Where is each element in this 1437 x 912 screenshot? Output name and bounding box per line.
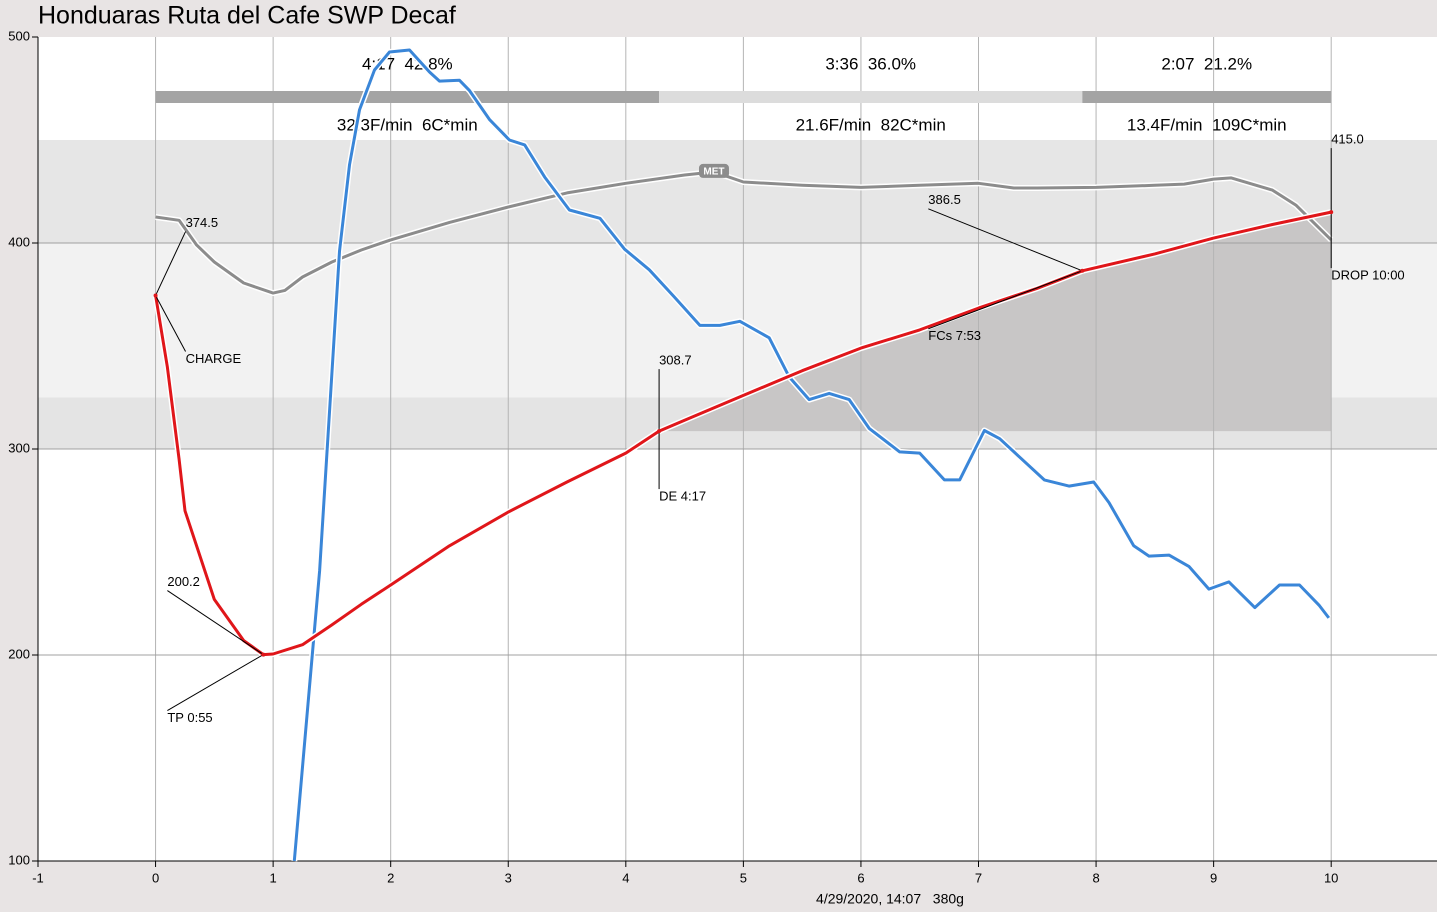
y-band — [38, 140, 1437, 243]
event-leader — [155, 295, 187, 352]
event-leader — [928, 208, 1083, 272]
event-point — [153, 293, 158, 298]
event-label: DE 4:17 — [659, 489, 706, 504]
event-point — [1080, 268, 1085, 273]
event-point — [657, 429, 662, 434]
met-marker — [698, 163, 729, 178]
x-tick-label: 5 — [740, 870, 747, 885]
phase-bar — [1082, 91, 1332, 103]
x-tick-label: 7 — [975, 870, 982, 885]
event-value: 374.5 — [186, 215, 219, 230]
event-value: 415.0 — [1331, 132, 1364, 147]
event-leader — [155, 231, 187, 296]
event-value: 308.7 — [659, 353, 692, 368]
footer: 4/29/2020, 14:07 380g — [816, 891, 964, 907]
y-tick-label: 400 — [8, 234, 30, 249]
series-line — [292, 48, 1330, 862]
event-label: TP 0:55 — [167, 710, 212, 725]
x-tick-label: 9 — [1210, 870, 1217, 885]
chart-title: Honduaras Ruta del Cafe SWP Decaf — [38, 2, 456, 30]
x-tick-label: 4 — [622, 870, 629, 885]
phase-stats: 32.3F/min 6C*min — [337, 115, 478, 134]
event-point — [261, 652, 266, 657]
event-value: 386.5 — [928, 192, 961, 207]
phase-label: 3:36 36.0% — [825, 54, 916, 73]
phase-stats: 21.6F/min 82C*min — [796, 115, 946, 134]
y-tick-label: 500 — [8, 28, 30, 43]
event-leader — [167, 654, 264, 712]
event-label: CHARGE — [186, 351, 242, 366]
event-point — [1329, 210, 1334, 215]
phase-bar — [155, 91, 660, 103]
y-tick-label: 100 — [8, 852, 30, 867]
event-value: 200.2 — [167, 574, 200, 589]
event-leader — [928, 270, 1083, 330]
event-label: FCs 7:53 — [928, 328, 981, 343]
y-tick-label: 300 — [8, 440, 30, 455]
x-tick-label: 3 — [505, 870, 512, 885]
event-leader — [167, 590, 264, 656]
x-tick-label: 8 — [1092, 870, 1099, 885]
x-tick-label: -1 — [32, 870, 44, 885]
y-tick-label: 200 — [8, 646, 30, 661]
x-tick-label: 6 — [857, 870, 864, 885]
x-tick-label: 10 — [1324, 870, 1338, 885]
event-label: DROP 10:00 — [1331, 268, 1404, 283]
phase-label: 2:07 21.2% — [1161, 54, 1252, 73]
auc-area — [659, 212, 1332, 432]
x-tick-label: 2 — [387, 870, 394, 885]
phase-stats: 13.4F/min 109C*min — [1127, 115, 1287, 134]
x-tick-label: 0 — [152, 870, 159, 885]
x-tick-label: 1 — [270, 870, 277, 885]
phase-bar — [659, 91, 1083, 103]
met-label: MET — [703, 167, 724, 178]
